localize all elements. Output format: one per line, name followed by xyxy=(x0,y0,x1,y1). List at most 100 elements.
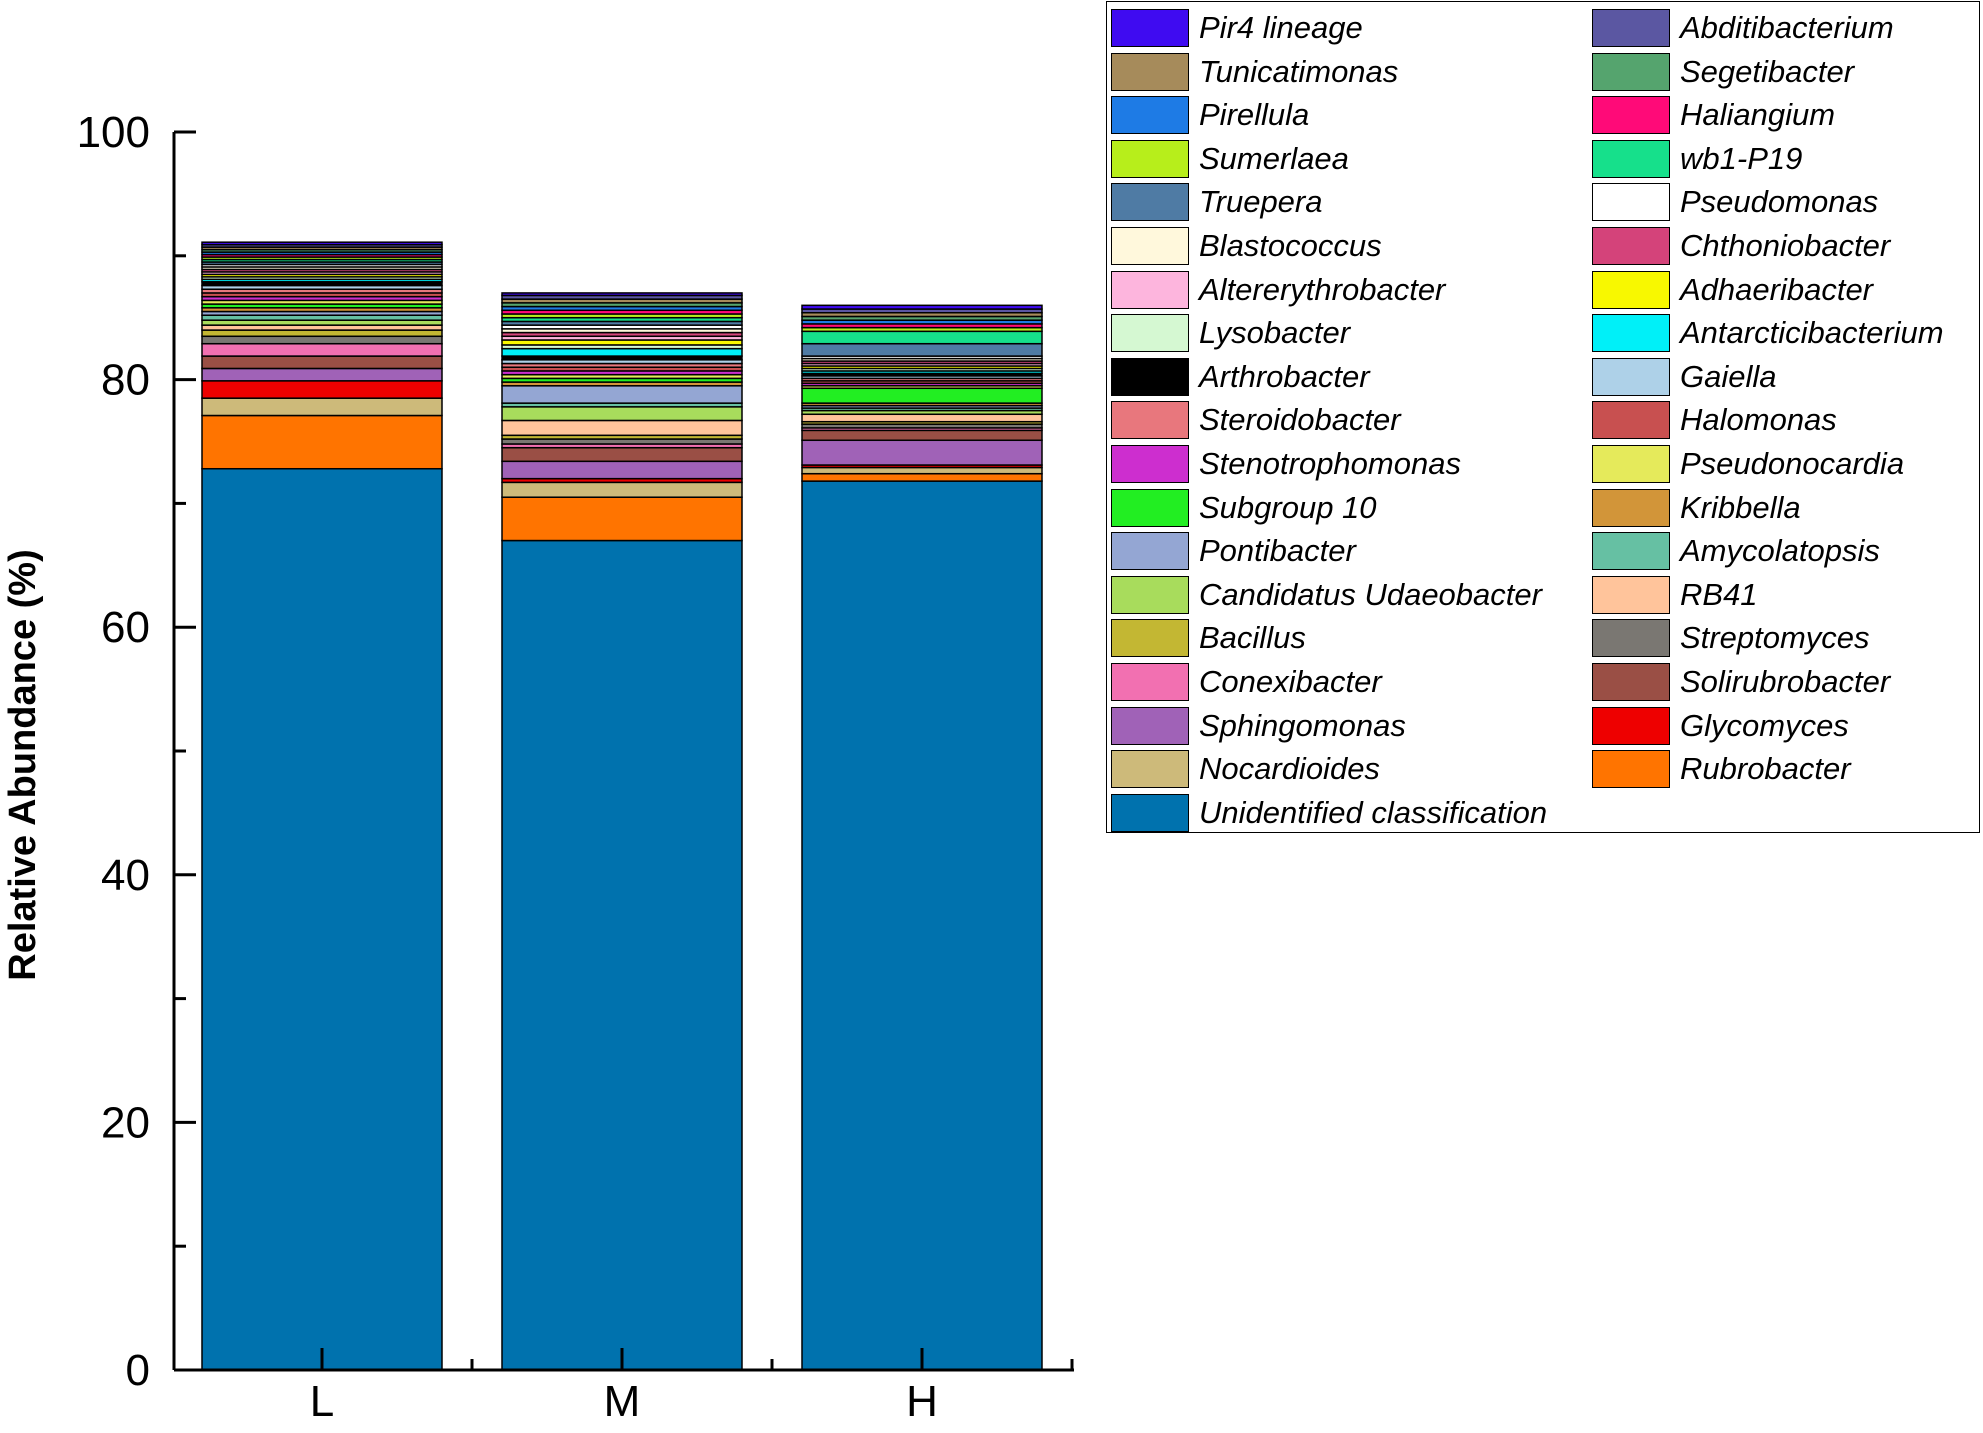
legend-label: Rubrobacter xyxy=(1680,751,1851,787)
legend: Pir4 lineage Tunicatimonas Pirellula Sumerl… xyxy=(1106,1,1980,833)
legend-label: Amycolatopsis xyxy=(1680,533,1880,569)
bar-segment-m-candidatus-udaeobacter xyxy=(501,406,743,422)
bar-segment-h-rubrobacter xyxy=(801,472,1043,482)
legend-item-pontibacter: Pontibacter xyxy=(1111,531,1531,571)
legend-swatch xyxy=(1592,9,1670,47)
legend-label: Altererythrobacter xyxy=(1199,271,1446,307)
legend-swatch xyxy=(1592,619,1670,658)
legend-item-wb1-p19: wb1-P19 xyxy=(1592,139,1983,179)
bar-segment-l-glycomyces xyxy=(201,380,443,399)
legend-label: Nocardioides xyxy=(1199,751,1380,787)
legend-swatch xyxy=(1592,445,1670,483)
legend-swatch xyxy=(1111,619,1189,658)
legend-swatch xyxy=(1592,183,1670,222)
legend-label: Unidentified classification xyxy=(1199,794,1548,830)
legend-swatch xyxy=(1592,750,1670,789)
legend-swatch xyxy=(1592,575,1670,614)
legend-swatch xyxy=(1111,750,1189,789)
legend-item-rb41: RB41 xyxy=(1592,575,1983,615)
bar-l xyxy=(201,241,443,1371)
legend-item-bacillus: Bacillus xyxy=(1111,618,1531,658)
legend-item-solirubrobacter: Solirubrobacter xyxy=(1592,662,1983,702)
legend-label: Blastococcus xyxy=(1199,228,1382,263)
bar-segment-l-nocardioides xyxy=(201,397,443,417)
legend-swatch xyxy=(1111,270,1189,309)
legend-item-steroidobacter: Steroidobacter xyxy=(1111,400,1531,440)
legend-swatch xyxy=(1111,227,1189,265)
legend-item-segetibacter: Segetibacter xyxy=(1592,52,1983,92)
legend-swatch xyxy=(1111,401,1189,440)
legend-swatch xyxy=(1592,488,1670,527)
legend-swatch xyxy=(1111,445,1189,483)
legend-label: Gaiella xyxy=(1680,358,1777,394)
legend-swatch xyxy=(1111,357,1189,396)
ticks-layer: 0 20 40 60 80 100 L M H xyxy=(77,108,1074,1426)
legend-label: Halomonas xyxy=(1680,402,1837,438)
bar-segment-l-bacillus xyxy=(201,329,443,338)
legend-grid: Pir4 lineage Tunicatimonas Pirellula Sumerl… xyxy=(1107,2,1979,832)
legend-label: Subgroup 10 xyxy=(1199,489,1377,525)
y-tick-label: 20 xyxy=(101,1098,150,1147)
legend-swatch xyxy=(1592,706,1670,745)
legend-label: Sumerlaea xyxy=(1199,140,1349,176)
legend-item-sumerlaea: Sumerlaea xyxy=(1111,139,1531,179)
legend-item-pirellula: Pirellula xyxy=(1111,95,1531,135)
legend-swatch xyxy=(1592,314,1670,353)
legend-item-halomonas: Halomonas xyxy=(1592,400,1983,440)
legend-item-arthrobacter: Arthrobacter xyxy=(1111,357,1531,397)
bar-segment-m-unidentified-classification xyxy=(501,539,743,1371)
legend-label: Adhaeribacter xyxy=(1680,271,1874,307)
legend-item-stenotrophomonas: Stenotrophomonas xyxy=(1111,444,1531,484)
legend-item-antarcticibacterium: Antarcticibacterium xyxy=(1592,313,1983,353)
legend-label: Pontibacter xyxy=(1199,533,1356,569)
legend-item-amycolatopsis: Amycolatopsis xyxy=(1592,531,1983,571)
legend-swatch xyxy=(1111,183,1189,222)
legend-item-adhaeribacter: Adhaeribacter xyxy=(1592,270,1983,310)
bar-h xyxy=(801,304,1043,1371)
legend-item-altererythrobacter: Altererythrobacter xyxy=(1111,270,1531,310)
legend-swatch xyxy=(1111,575,1189,614)
bar-m xyxy=(501,292,743,1371)
legend-swatch xyxy=(1592,401,1670,440)
legend-swatch xyxy=(1111,139,1189,178)
legend-swatch xyxy=(1592,96,1670,135)
legend-label: Chthoniobacter xyxy=(1680,228,1891,263)
legend-item-unidentified-classification: Unidentified classification xyxy=(1111,793,1547,833)
bar-segment-l-streptomyces xyxy=(201,335,443,345)
bar-segment-h-solirubrobacter xyxy=(801,429,1043,442)
bar-segment-h-rb41 xyxy=(801,413,1043,423)
bar-segment-l-unidentified-classification xyxy=(201,467,443,1371)
bar-segment-h-sphingomonas xyxy=(801,439,1043,466)
legend-label: Stenotrophomonas xyxy=(1199,446,1461,481)
legend-swatch xyxy=(1111,663,1189,701)
legend-swatch xyxy=(1111,96,1189,135)
legend-item-blastococcus: Blastococcus xyxy=(1111,226,1531,266)
legend-item-streptomyces: Streptomyces xyxy=(1592,618,1983,658)
bar-segment-m-sphingomonas xyxy=(501,460,743,480)
y-axis-title: Relative Abundance (%) xyxy=(2,549,44,980)
legend-label: Haliangium xyxy=(1680,97,1836,133)
bar-segment-l-pir4-lineage xyxy=(201,241,443,246)
legend-item-glycomyces: Glycomyces xyxy=(1592,706,1983,746)
legend-label: Antarcticibacterium xyxy=(1680,315,1944,351)
legend-item-conexibacter: Conexibacter xyxy=(1111,662,1531,702)
legend-item-haliangium: Haliangium xyxy=(1592,95,1983,135)
legend-swatch xyxy=(1111,52,1189,91)
x-tick-label-m: M xyxy=(604,1377,641,1426)
legend-item-pir4-lineage: Pir4 lineage xyxy=(1111,8,1531,48)
legend-item-subgroup-10: Subgroup 10 xyxy=(1111,488,1531,528)
y-tick-label: 40 xyxy=(101,851,150,900)
legend-label: Bacillus xyxy=(1199,620,1306,656)
legend-item-sphingomonas: Sphingomonas xyxy=(1111,706,1531,746)
bar-segment-l-sphingomonas xyxy=(201,367,443,382)
legend-label: Abditibacterium xyxy=(1680,10,1894,45)
legend-item-truepera: Truepera xyxy=(1111,182,1531,222)
legend-label: Pirellula xyxy=(1199,97,1310,133)
bar-segment-h-subgroup-10 xyxy=(801,387,1043,404)
legend-label: Segetibacter xyxy=(1680,53,1855,89)
legend-label: Pseudonocardia xyxy=(1680,446,1905,481)
legend-item-rubrobacter: Rubrobacter xyxy=(1592,749,1983,789)
legend-swatch xyxy=(1111,9,1189,47)
legend-swatch xyxy=(1111,706,1189,745)
